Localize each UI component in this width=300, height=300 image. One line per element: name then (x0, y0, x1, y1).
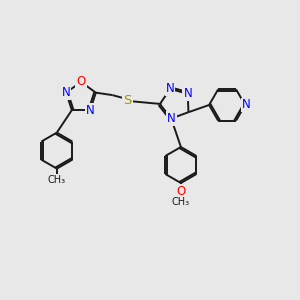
Text: N: N (62, 86, 70, 99)
Text: N: N (167, 112, 176, 125)
Text: O: O (176, 184, 185, 198)
Text: N: N (183, 87, 192, 101)
Text: S: S (123, 94, 131, 107)
Text: CH₃: CH₃ (172, 196, 190, 207)
Text: N: N (86, 103, 94, 117)
Text: N: N (166, 82, 175, 95)
Text: O: O (76, 75, 85, 88)
Text: CH₃: CH₃ (48, 175, 66, 185)
Text: N: N (242, 98, 251, 112)
